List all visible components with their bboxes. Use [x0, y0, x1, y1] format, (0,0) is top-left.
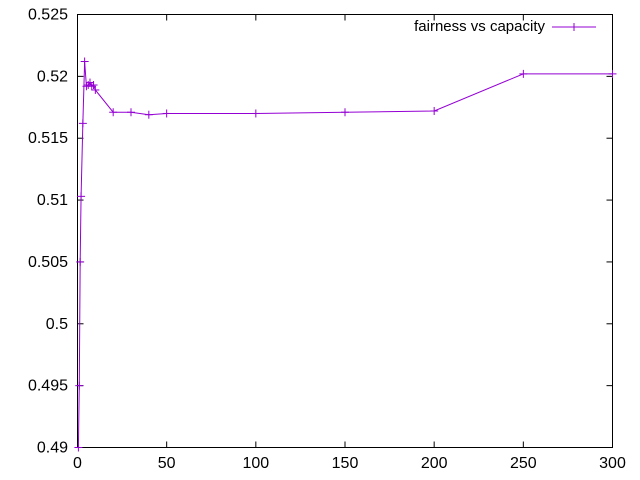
x-tick-label: 200 — [421, 455, 448, 472]
x-axis-ticks: 0 50 100 150 200 250 300 — [73, 14, 626, 472]
data-point — [251, 109, 260, 118]
data-point — [77, 192, 86, 201]
data-point — [74, 443, 83, 452]
y-tick-label: 0.515 — [28, 130, 68, 147]
x-tick-label: 250 — [510, 455, 537, 472]
data-point — [162, 109, 171, 118]
x-tick-label: 0 — [73, 455, 82, 472]
data-point — [75, 381, 84, 390]
y-tick-label: 0.505 — [28, 254, 68, 271]
data-point — [127, 108, 135, 117]
y-tick-label: 0.5 — [46, 316, 68, 333]
data-point — [109, 108, 118, 117]
x-tick-label: 50 — [158, 455, 176, 472]
y-axis-ticks: 0.49 0.495 0.5 0.505 0.51 0.515 0.52 0.525 — [28, 7, 613, 457]
data-point — [144, 110, 153, 119]
plot-frame — [77, 14, 613, 448]
data-point — [80, 57, 89, 66]
y-tick-label: 0.495 — [28, 378, 68, 395]
legend-marker — [570, 23, 578, 31]
x-tick-label: 150 — [332, 455, 359, 472]
data-point — [78, 119, 87, 128]
y-tick-label: 0.49 — [37, 440, 68, 457]
legend: fairness vs capacity — [414, 18, 596, 35]
x-tick-label: 300 — [599, 455, 626, 472]
data-point — [608, 69, 617, 78]
data-point — [76, 257, 85, 266]
y-tick-label: 0.51 — [37, 192, 68, 209]
data-point — [87, 82, 96, 91]
data-point — [341, 108, 349, 117]
series-line — [77, 61, 613, 448]
data-point — [91, 85, 100, 94]
x-tick-label: 100 — [242, 455, 269, 472]
y-tick-label: 0.525 — [28, 7, 68, 24]
data-point — [430, 106, 439, 115]
legend-label: fairness vs capacity — [414, 18, 545, 35]
data-point — [519, 69, 528, 78]
data-point — [89, 81, 98, 90]
series-layer — [74, 57, 617, 452]
y-tick-label: 0.52 — [37, 68, 68, 85]
